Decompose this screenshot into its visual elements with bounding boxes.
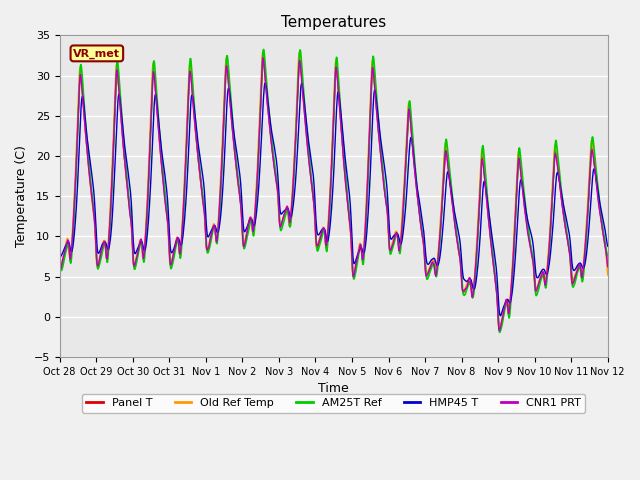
Text: VR_met: VR_met	[74, 48, 120, 59]
Y-axis label: Temperature (C): Temperature (C)	[15, 145, 28, 247]
Legend: Panel T, Old Ref Temp, AM25T Ref, HMP45 T, CNR1 PRT: Panel T, Old Ref Temp, AM25T Ref, HMP45 …	[82, 394, 586, 413]
Title: Temperatures: Temperatures	[281, 15, 387, 30]
X-axis label: Time: Time	[318, 383, 349, 396]
